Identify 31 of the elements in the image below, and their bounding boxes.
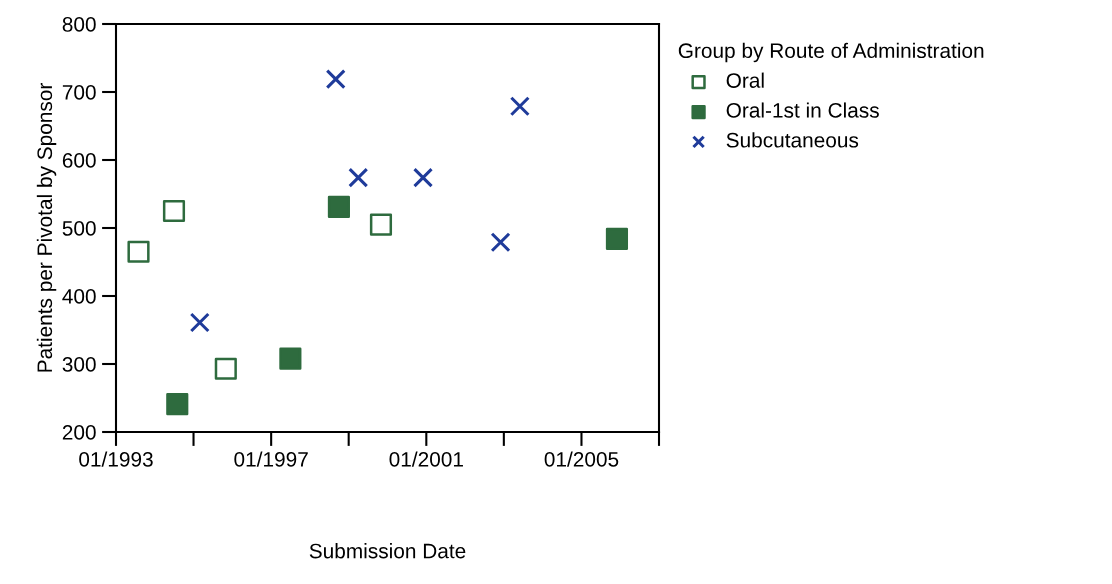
point	[325, 69, 346, 90]
y-tick-label: 800	[62, 17, 96, 32]
point	[605, 227, 629, 250]
legend-label: Subcutaneous	[726, 132, 859, 148]
point	[162, 199, 186, 223]
point	[490, 232, 511, 253]
x-tick-label: 01/1997	[234, 451, 308, 467]
legend-label: Oral-1st in Class	[726, 102, 879, 118]
y-tick-label: 300	[62, 357, 96, 372]
legend-label: Oral	[726, 72, 764, 88]
point	[412, 167, 434, 188]
x-tick-label: 01/2005	[544, 451, 619, 467]
point	[127, 240, 150, 263]
y-tick-label: 700	[62, 85, 96, 100]
x-axis-title: Submission Date	[309, 543, 466, 559]
point	[279, 347, 302, 370]
point	[214, 357, 237, 380]
legend-title: Group by Route of Administration	[678, 42, 984, 63]
point	[348, 167, 369, 188]
y-tick-label: 500	[62, 221, 96, 236]
y-tick-label: 200	[62, 425, 96, 440]
point	[369, 213, 393, 236]
point	[166, 393, 189, 416]
y-axis-title: Patients per Pivotal by Sponsor	[36, 83, 57, 372]
x-tick-label: 01/1993	[79, 451, 153, 467]
point	[509, 96, 530, 117]
y-tick-label: 600	[62, 153, 96, 168]
x-tick-label: 01/2001	[389, 451, 463, 467]
y-tick-label: 400	[62, 289, 96, 304]
point	[327, 195, 350, 218]
point	[189, 312, 210, 333]
